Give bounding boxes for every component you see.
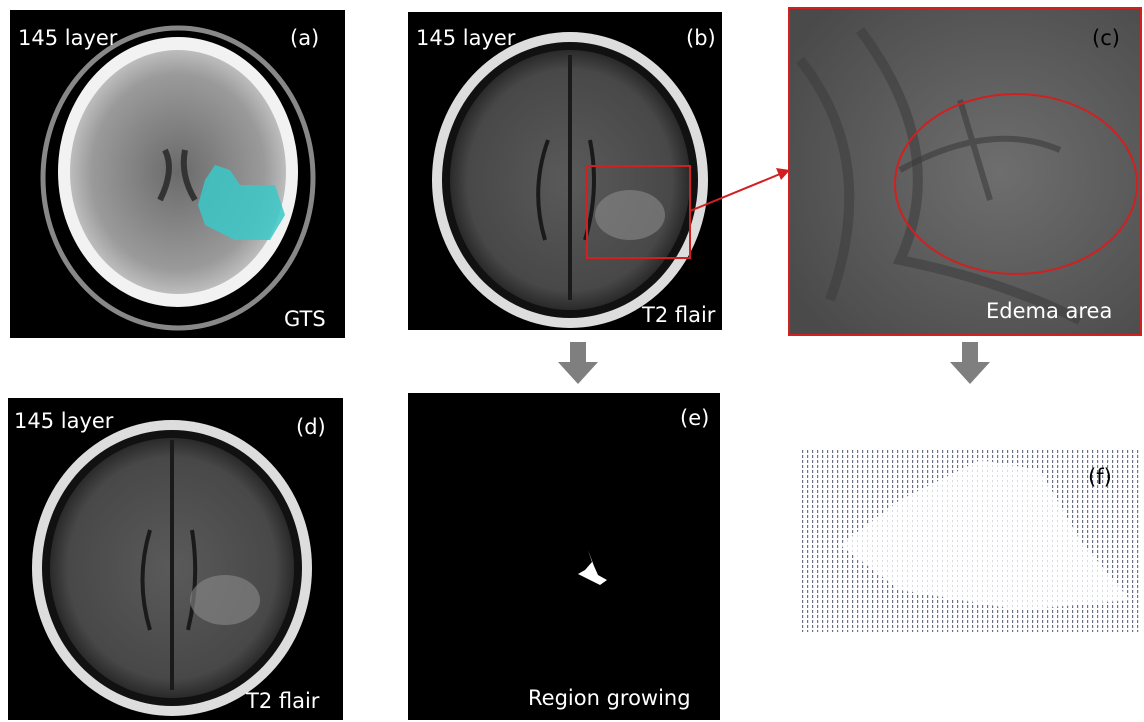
- panel-f: (f): [800, 448, 1140, 632]
- bottom-text: T2 flair: [641, 303, 716, 327]
- tissue: [898, 99, 1062, 201]
- segmented-region: [578, 550, 607, 585]
- bottom-text: Edema area: [986, 299, 1112, 323]
- brain: [70, 50, 286, 294]
- panel-label: (c): [1092, 26, 1120, 50]
- panel-d: 145 layer (d) T2 flair: [8, 398, 343, 720]
- zoom-image: [788, 7, 1142, 336]
- ventricle: [157, 148, 198, 202]
- image-bg: [408, 393, 720, 720]
- bottom-text: GTS: [284, 307, 326, 331]
- panel-c: (c) Edema area: [788, 7, 1142, 336]
- top-text: 145 layer: [416, 26, 516, 50]
- sulci: [140, 440, 198, 690]
- down-arrow: [950, 342, 990, 384]
- arrowhead: [776, 168, 790, 180]
- bottom-text: Region growing: [528, 686, 691, 710]
- panel-a: 145 layer (a) GTS: [10, 10, 345, 338]
- down-arrow: [558, 342, 598, 384]
- top-text: 145 layer: [18, 26, 118, 50]
- skull-outer: [40, 25, 316, 331]
- panel-label: (e): [680, 406, 709, 430]
- panel-label: (d): [296, 415, 326, 439]
- edema: [595, 190, 665, 240]
- panel-label: (b): [686, 26, 716, 50]
- panel-label: (f): [1088, 465, 1112, 489]
- panel-e: (e) Region growing: [408, 393, 720, 720]
- panel-label: (a): [290, 26, 319, 50]
- zoom-box: [586, 165, 691, 259]
- edema-ellipse: [894, 93, 1138, 275]
- bottom-text: T2 flair: [245, 689, 320, 713]
- edema: [190, 575, 260, 625]
- top-text: 145 layer: [14, 409, 114, 433]
- zoom-connector: [689, 173, 781, 212]
- region-mask: [840, 460, 1130, 610]
- tissue: [796, 27, 1083, 325]
- gts-region: [198, 165, 285, 240]
- panel-b: 145 layer (b) T2 flair: [408, 12, 722, 330]
